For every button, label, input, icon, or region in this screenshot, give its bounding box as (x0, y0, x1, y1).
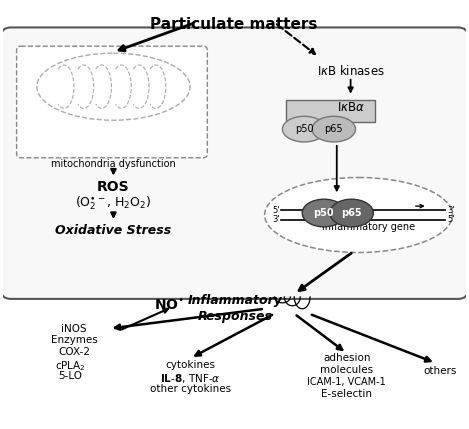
FancyBboxPatch shape (16, 46, 207, 158)
Text: p65: p65 (341, 208, 362, 218)
Text: mitochondria dysfunction: mitochondria dysfunction (51, 159, 176, 169)
Text: NO$^{\bullet}$: NO$^{\bullet}$ (154, 299, 184, 314)
Text: (O$_2^{\bullet-}$, H$_2$O$_2$): (O$_2^{\bullet-}$, H$_2$O$_2$) (75, 194, 151, 212)
Text: iNOS: iNOS (61, 323, 87, 334)
Text: $\mathbf{IL\text{-}8}$, TNF-$\alpha$: $\mathbf{IL\text{-}8}$, TNF-$\alpha$ (160, 372, 221, 385)
Ellipse shape (282, 116, 326, 142)
Text: 3': 3' (447, 205, 455, 214)
Text: Oxidative Stress: Oxidative Stress (55, 224, 172, 237)
FancyBboxPatch shape (1, 27, 468, 299)
Text: cPLA$_2$: cPLA$_2$ (54, 359, 85, 373)
Text: p50: p50 (314, 208, 334, 218)
Text: Inflammatory
Responses: Inflammatory Responses (188, 294, 282, 323)
Text: 5-LO: 5-LO (58, 371, 82, 381)
Text: COX-2: COX-2 (58, 347, 90, 357)
Text: I$\kappa$B$\alpha$: I$\kappa$B$\alpha$ (337, 102, 364, 115)
Text: 3': 3' (272, 215, 280, 224)
Text: 5': 5' (447, 215, 455, 224)
Ellipse shape (312, 116, 356, 142)
Ellipse shape (330, 199, 373, 227)
Text: p65: p65 (325, 124, 343, 134)
Ellipse shape (265, 178, 453, 253)
Text: 5': 5' (272, 205, 280, 214)
Text: E-selectin: E-selectin (321, 389, 372, 399)
Text: Enzymes: Enzymes (51, 335, 97, 345)
Text: Particulate matters: Particulate matters (151, 17, 318, 32)
Text: others: others (424, 366, 457, 376)
Ellipse shape (302, 199, 346, 227)
Text: inflammatory gene: inflammatory gene (322, 222, 415, 232)
Text: ROS: ROS (97, 181, 130, 194)
Text: I$\kappa$B kinases: I$\kappa$B kinases (317, 64, 385, 78)
Text: ICAM-1, VCAM-1: ICAM-1, VCAM-1 (307, 377, 386, 387)
Text: molecules: molecules (320, 365, 373, 375)
Text: other cytokines: other cytokines (150, 384, 231, 394)
Text: p50: p50 (295, 124, 313, 134)
Text: adhesion: adhesion (323, 353, 371, 363)
Text: cytokines: cytokines (166, 360, 216, 370)
FancyBboxPatch shape (287, 100, 375, 122)
